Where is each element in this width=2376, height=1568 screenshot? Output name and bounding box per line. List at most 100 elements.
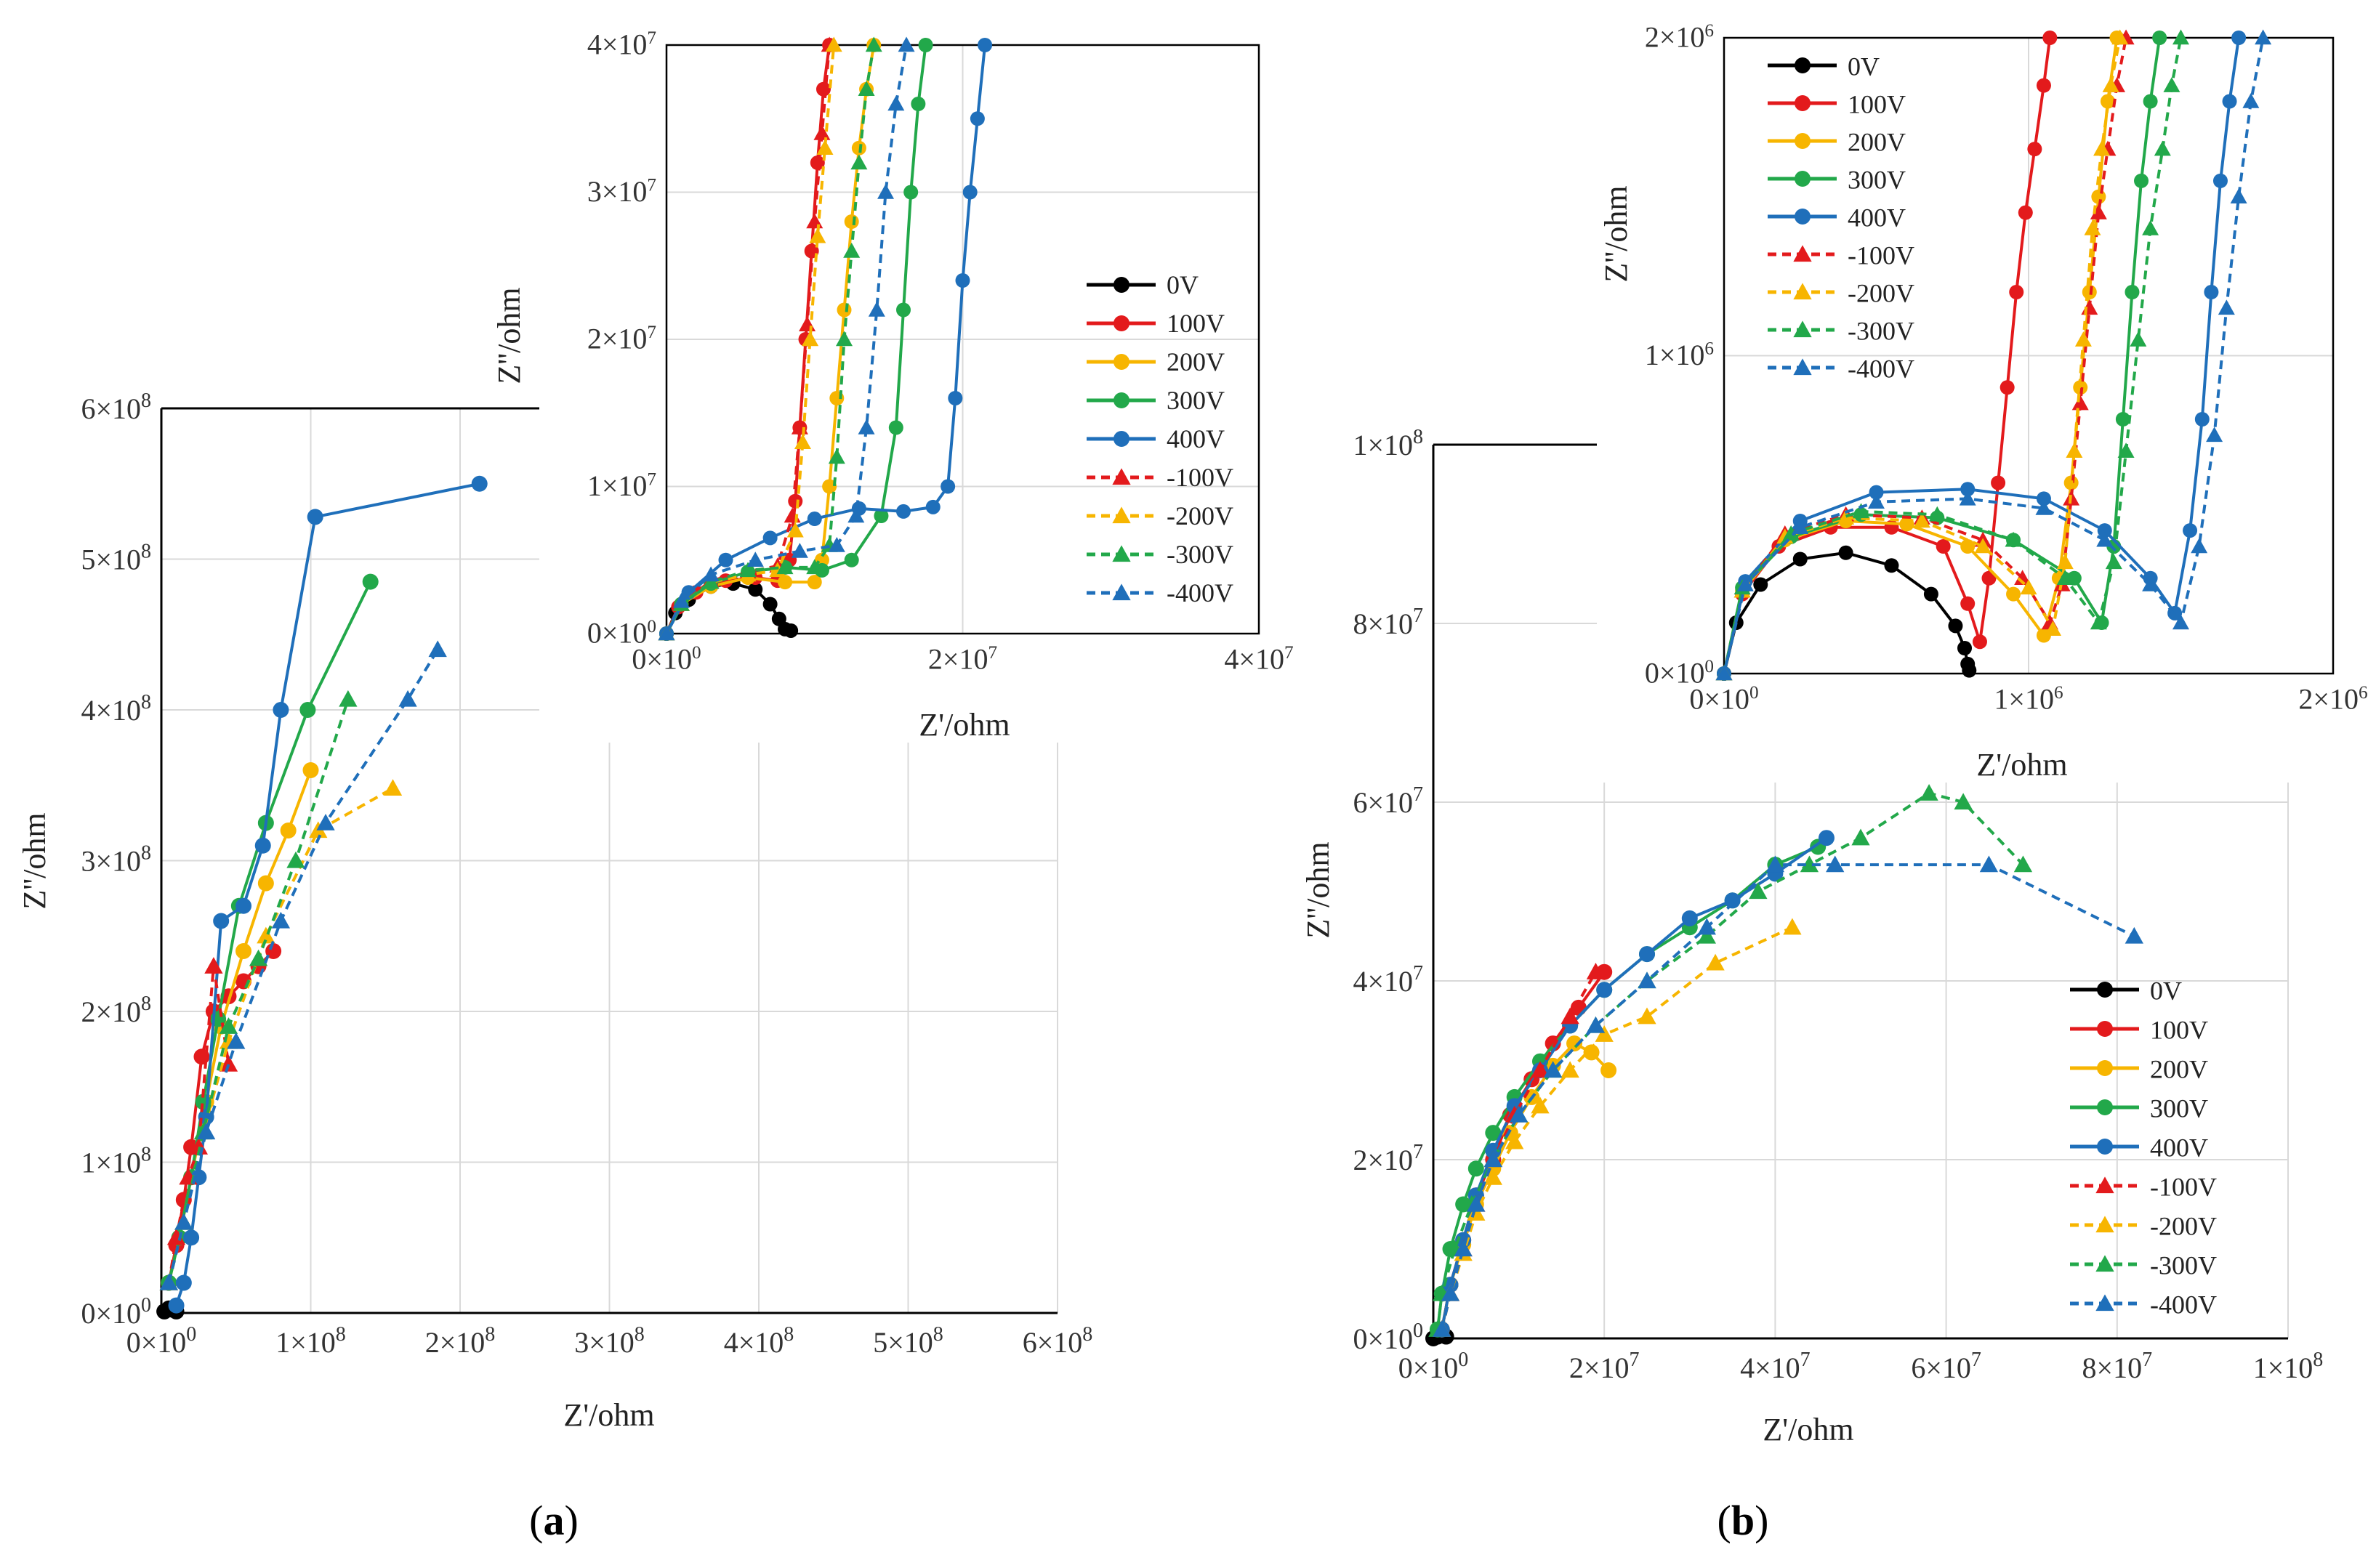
data-point: [307, 509, 323, 525]
legend-marker: [1114, 315, 1129, 331]
data-point: [302, 762, 319, 778]
data-point: [911, 97, 926, 111]
data-point: [718, 552, 733, 567]
series-line: [1440, 1042, 1610, 1330]
legend-label: 0V: [1167, 270, 1199, 299]
data-point: [2183, 523, 2198, 538]
data-point: [2082, 285, 2097, 299]
data-point: [807, 512, 822, 527]
y-tick-label: 4×108: [81, 691, 151, 727]
data-point: [877, 184, 895, 199]
data-point: [1959, 490, 1976, 506]
data-point: [2018, 205, 2033, 220]
plot-frame: [665, 44, 1260, 635]
data-point: [898, 36, 915, 52]
data-point: [896, 302, 911, 318]
x-tick-label: 6×108: [1023, 1323, 1093, 1359]
legend-label: -300V: [1167, 540, 1233, 569]
data-point: [2117, 442, 2135, 458]
legend-marker: [1114, 354, 1129, 370]
data-point: [1697, 926, 1716, 944]
data-point: [2163, 77, 2180, 92]
data-point: [159, 1273, 178, 1290]
data-point: [1715, 665, 1733, 681]
data-point: [2105, 554, 2122, 570]
y-tick-label: 3×107: [587, 175, 656, 208]
data-series-group: [658, 36, 993, 641]
data-point: [339, 690, 358, 707]
series-neg400V: [159, 640, 447, 1290]
y-tick-label: 0×100: [1645, 657, 1714, 690]
data-series-group: [1425, 784, 2143, 1346]
data-point: [271, 911, 291, 929]
legend-label: 0V: [2150, 976, 2182, 1005]
data-point: [1957, 641, 1973, 655]
data-point: [851, 140, 866, 155]
data-point: [2100, 94, 2115, 109]
x-tick-label: 0×100: [1398, 1349, 1469, 1384]
x-tick-label: 0×100: [126, 1323, 197, 1359]
legend-label: -200V: [1848, 278, 1914, 307]
data-point: [316, 813, 335, 831]
data-point: [219, 1017, 238, 1034]
data-point: [471, 475, 488, 492]
panel-label-a: (a): [529, 1497, 579, 1544]
data-point: [962, 185, 978, 200]
data-point: [1954, 793, 1973, 810]
data-point: [1923, 586, 1938, 602]
legend-marker: [1793, 320, 1812, 338]
data-point: [702, 566, 720, 582]
series-line: [167, 964, 230, 1283]
legend-marker: [1114, 277, 1129, 293]
data-point: [1706, 953, 1725, 971]
x-axis-label: Z'/ohm: [1763, 1412, 1853, 1447]
series-400V: [1433, 830, 1835, 1338]
legend: 0V 100V 200V 300V 400V -100V -200V -300V -400V: [1087, 270, 1233, 607]
y-tick-label: 8×107: [1353, 605, 1423, 640]
data-point: [383, 779, 403, 796]
data-point: [2230, 188, 2247, 203]
x-axis-label: Z'/ohm: [563, 1397, 654, 1433]
x-tick-label: 2×107: [928, 643, 997, 676]
data-point: [2222, 94, 2237, 109]
data-point: [1586, 1016, 1606, 1033]
data-point: [1531, 1061, 1550, 1078]
legend-marker: [1112, 545, 1131, 562]
legend-marker: [2095, 1176, 2114, 1194]
data-point: [299, 702, 316, 718]
data-point: [1560, 1061, 1579, 1078]
x-tick-label: 4×107: [1224, 643, 1293, 676]
data-point: [762, 597, 778, 612]
y-tick-label: 3×108: [81, 842, 151, 878]
data-point: [1697, 918, 1716, 935]
y-tick-label: 0×100: [81, 1294, 151, 1330]
data-point: [1928, 506, 1946, 522]
legend-marker: [1795, 171, 1811, 187]
series-neg400V: [658, 36, 915, 641]
series-line: [1723, 37, 2052, 674]
data-point: [837, 302, 852, 318]
series-line: [665, 44, 987, 634]
data-point: [2172, 614, 2189, 630]
data-point: [816, 140, 834, 155]
data-point: [776, 559, 794, 575]
x-tick-label: 2×108: [425, 1323, 496, 1359]
x-tick-label: 0×100: [632, 643, 701, 676]
data-point: [280, 823, 297, 838]
data-point: [2142, 576, 2159, 591]
data-point: [1433, 1320, 1451, 1337]
data-point: [1991, 475, 2006, 490]
data-point: [918, 38, 933, 52]
data-point: [1913, 512, 1930, 528]
data-point: [802, 331, 819, 347]
data-point: [2194, 412, 2210, 427]
data-point: [2204, 285, 2219, 299]
data-point: [887, 95, 905, 111]
legend-label: -100V: [2150, 1172, 2217, 1201]
data-point: [1505, 1132, 1524, 1149]
series-line: [1440, 926, 1793, 1330]
data-point: [2125, 926, 2143, 944]
data-point: [1543, 1061, 1563, 1078]
series-line: [1440, 836, 1828, 1330]
data-point: [2066, 442, 2083, 458]
